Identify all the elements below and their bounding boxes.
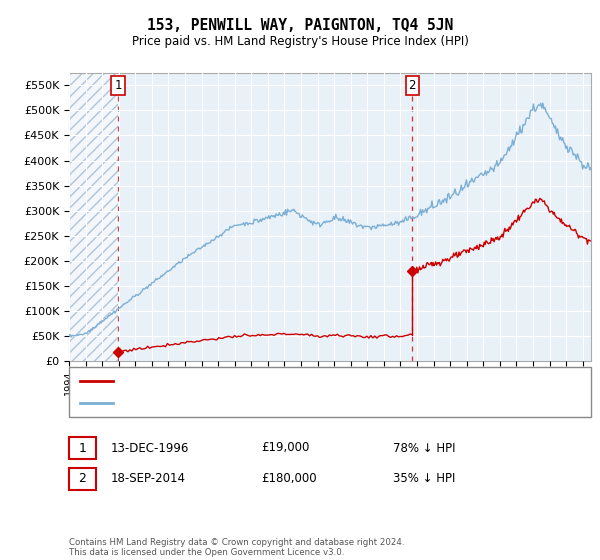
Text: 78% ↓ HPI: 78% ↓ HPI bbox=[393, 441, 455, 455]
Text: 1: 1 bbox=[79, 441, 86, 455]
Text: 2: 2 bbox=[409, 80, 416, 92]
Text: 1: 1 bbox=[115, 80, 122, 92]
Text: 18-SEP-2014: 18-SEP-2014 bbox=[111, 472, 186, 486]
Text: £180,000: £180,000 bbox=[261, 472, 317, 486]
Text: Contains HM Land Registry data © Crown copyright and database right 2024.
This d: Contains HM Land Registry data © Crown c… bbox=[69, 538, 404, 557]
Text: Price paid vs. HM Land Registry's House Price Index (HPI): Price paid vs. HM Land Registry's House … bbox=[131, 35, 469, 49]
Text: HPI: Average price, detached house, Torbay: HPI: Average price, detached house, Torb… bbox=[120, 398, 363, 408]
Text: 2: 2 bbox=[79, 472, 86, 486]
Text: 35% ↓ HPI: 35% ↓ HPI bbox=[393, 472, 455, 486]
Text: 13-DEC-1996: 13-DEC-1996 bbox=[111, 441, 190, 455]
Text: 153, PENWILL WAY, PAIGNTON, TQ4 5JN: 153, PENWILL WAY, PAIGNTON, TQ4 5JN bbox=[147, 18, 453, 32]
Text: £19,000: £19,000 bbox=[261, 441, 310, 455]
Text: 153, PENWILL WAY, PAIGNTON, TQ4 5JN (detached house): 153, PENWILL WAY, PAIGNTON, TQ4 5JN (det… bbox=[120, 376, 443, 386]
